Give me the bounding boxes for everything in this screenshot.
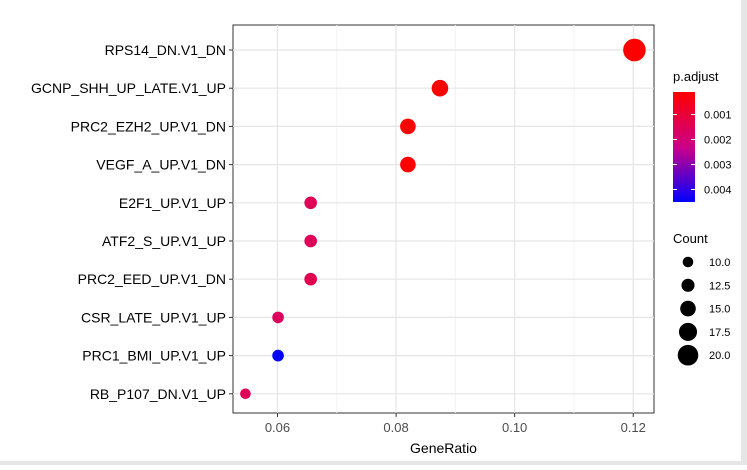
x-axis: 0.06 0.08 0.10 0.12 (265, 413, 646, 435)
window-edge-right (741, 0, 747, 465)
size-legend-keys: 10.0 12.5 15.0 17.5 20.0 (677, 256, 730, 366)
x-tick-label: 0.10 (502, 420, 527, 435)
color-tick-label: 0.003 (704, 160, 732, 172)
size-legend-label: 17.5 (709, 327, 730, 339)
color-bar (673, 92, 695, 202)
y-axis: RPS14_DN.V1_DN GCNP_SHH_UP_LATE.V1_UP PRC2… (31, 42, 233, 402)
x-axis-title: GeneRatio (410, 440, 477, 456)
y-tick-label: ATF2_S_UP.V1_UP (102, 233, 226, 249)
x-tick-label: 0.06 (265, 420, 290, 435)
data-point (623, 38, 646, 62)
size-legend-label: 10.0 (709, 257, 730, 269)
color-bar-ticks: 0.001 0.002 0.003 0.004 (673, 110, 732, 197)
data-points (240, 38, 646, 400)
data-point (272, 311, 284, 324)
y-tick-label: RB_P107_DN.V1_UP (90, 386, 226, 402)
y-tick-label: VEGF_A_UP.V1_DN (96, 157, 226, 173)
y-tick-label: RPS14_DN.V1_DN (105, 42, 226, 58)
data-point (400, 118, 416, 135)
size-legend-dot (680, 300, 696, 317)
size-legend-dot (677, 344, 699, 366)
data-point (240, 388, 251, 400)
y-tick-label: GCNP_SHH_UP_LATE.V1_UP (31, 80, 226, 96)
size-legend: Count 10.0 12.5 15.0 17.5 20.0 (673, 231, 730, 366)
x-tick-label: 0.08 (383, 420, 408, 435)
y-tick-label: PRC2_EED_UP.V1_DN (78, 271, 226, 287)
data-point (304, 272, 317, 286)
color-tick-label: 0.001 (704, 110, 732, 122)
data-point (400, 156, 416, 173)
size-legend-dot (681, 278, 695, 292)
data-point (272, 349, 284, 362)
size-legend-dot (678, 322, 698, 341)
color-tick-label: 0.004 (704, 185, 732, 197)
size-legend-dot (682, 256, 694, 268)
size-legend-label: 12.5 (709, 280, 730, 292)
color-tick-label: 0.002 (704, 135, 732, 147)
y-tick-label: PRC2_EZH2_UP.V1_DN (71, 118, 226, 134)
size-legend-label: 15.0 (709, 304, 730, 316)
data-point (304, 234, 317, 248)
y-tick-label: E2F1_UP.V1_UP (119, 195, 226, 211)
x-tick-label: 0.12 (621, 420, 646, 435)
size-legend-title: Count (673, 231, 708, 246)
data-point (304, 196, 317, 210)
y-tick-label: CSR_LATE_UP.V1_UP (81, 309, 226, 325)
y-tick-label: PRC1_BMI_UP.V1_UP (82, 348, 226, 364)
data-point (431, 79, 449, 97)
color-legend: p.adjust 0.001 0.002 0.003 0.004 (673, 69, 732, 202)
size-legend-label: 20.0 (709, 350, 730, 362)
color-legend-title: p.adjust (673, 69, 719, 84)
window-edge-bottom (0, 461, 747, 465)
